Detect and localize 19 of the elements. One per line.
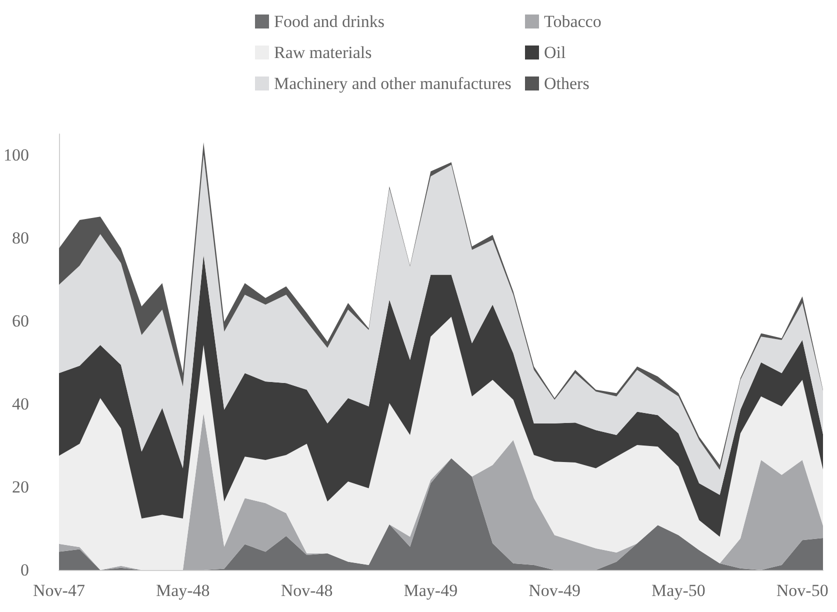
x-tick-label: May-49 xyxy=(404,581,458,600)
x-tick-label: May-48 xyxy=(156,581,210,600)
legend-label: Raw materials xyxy=(274,43,372,62)
y-tick-label: 100 xyxy=(4,145,29,164)
x-tick-label: Nov-48 xyxy=(280,581,333,600)
x-tick-label: Nov-47 xyxy=(33,581,86,600)
legend-label: Machinery and other manufactures xyxy=(274,74,512,93)
legend-label: Food and drinks xyxy=(274,12,384,31)
legend-label: Oil xyxy=(544,43,566,62)
legend-label: Others xyxy=(544,74,590,93)
y-tick-label: 60 xyxy=(12,311,29,330)
x-tick-label: May-50 xyxy=(652,581,706,600)
y-tick-label: 20 xyxy=(12,477,29,496)
legend-label: Tobacco xyxy=(544,12,602,31)
y-tick-label: 80 xyxy=(12,228,29,248)
y-tick-label: 40 xyxy=(12,394,29,414)
y-tick-label: 0 xyxy=(20,560,29,580)
x-tick-label: Nov-50 xyxy=(776,581,828,600)
x-tick-label: Nov-49 xyxy=(528,581,581,600)
